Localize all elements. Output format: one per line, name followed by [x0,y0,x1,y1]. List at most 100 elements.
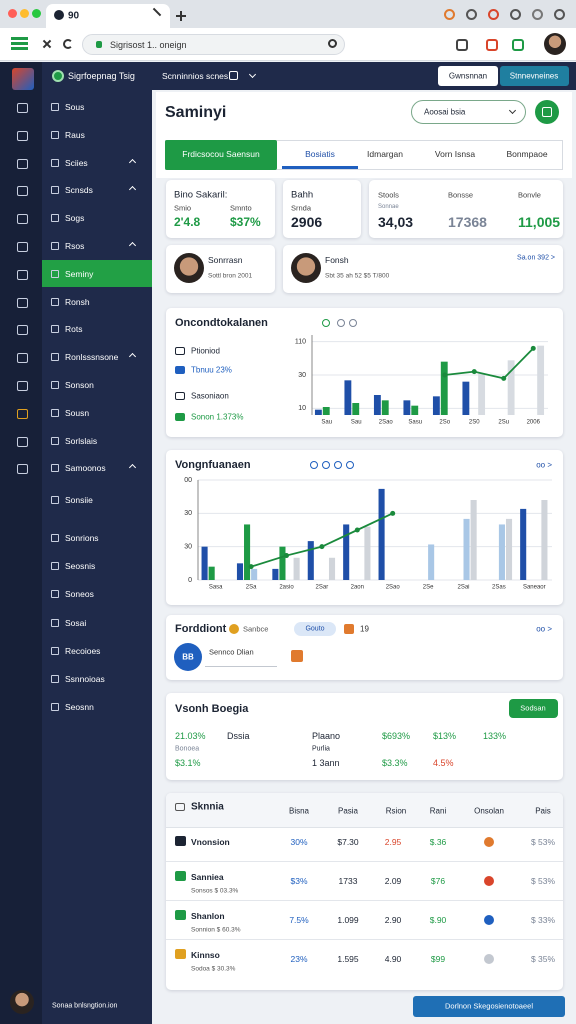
tab[interactable]: Bonmpaoe [506,149,548,159]
menu-item[interactable]: Seminy [65,268,94,279]
toolbar-icon[interactable] [456,39,468,51]
card-title: Forddiont [175,623,227,635]
chart-tool[interactable] [322,461,330,469]
rail-icon[interactable] [17,186,28,197]
rail-icon[interactable] [17,242,28,252]
footer-button-label[interactable]: Dorlnon Skegosienotoaeel [445,1001,533,1011]
toolbar-icon[interactable] [486,39,498,51]
legend-item: Sonon 1.373% [191,412,244,422]
toolbar-icon[interactable] [466,9,477,20]
menu-item[interactable]: Sorlslais [65,435,98,446]
rail-icon[interactable] [17,381,28,391]
select[interactable] [411,100,526,124]
menu-item[interactable]: Ronsh [65,296,90,307]
menu-item[interactable]: Sous [65,102,85,112]
secondary-button[interactable] [500,66,569,86]
table-cell: 1.595 [337,954,359,964]
profile-avatar[interactable] [544,33,566,55]
rail-icon[interactable] [17,269,28,280]
row-divider [166,861,563,862]
window-control[interactable] [8,9,17,18]
forecast-field[interactable] [205,645,277,667]
action-button[interactable] [535,100,559,124]
chart-link[interactable]: oo > [536,460,552,470]
rail-icon[interactable] [17,130,28,141]
menu-item[interactable]: Sousn [65,407,90,418]
chart-tool[interactable] [337,319,345,327]
menu-icon [51,618,59,627]
menu-item[interactable]: Raus [65,129,85,140]
toolbar-icon[interactable] [488,9,499,20]
menu-item[interactable]: Soneos [65,589,94,600]
status-dot [484,915,494,925]
badge[interactable]: Gouto [305,625,325,633]
menu-item[interactable]: Sosai [65,617,87,628]
menu-item[interactable]: Sogs [65,213,85,224]
toolbar-icon[interactable] [554,9,565,20]
toolbar-icon[interactable] [444,9,455,20]
chart-tool[interactable] [346,461,354,469]
chart-tool[interactable] [310,461,318,469]
menu-icon [51,103,59,111]
menu-item[interactable]: Samoonos [65,463,106,474]
toolbar-icon[interactable] [532,9,543,20]
menu-item[interactable]: Recoioes [65,645,101,656]
window-control[interactable] [20,9,29,18]
new-tab-v[interactable] [180,11,182,21]
card-link[interactable]: oo > [536,624,552,634]
select-value[interactable]: Aoosai bsia [424,107,466,117]
secondary-button-label[interactable]: Stnnevneines [509,71,559,81]
rail-icon[interactable] [17,408,28,419]
tab[interactable]: Idmargan [367,149,403,159]
user-avatar[interactable] [10,990,34,1014]
menu-icon [51,269,59,278]
primary-button-label[interactable]: Gwnsnnan [448,71,488,81]
chart-tool[interactable] [322,319,330,327]
menu-item[interactable]: Sciies [65,157,88,168]
toolbar-icon[interactable] [512,39,524,51]
rail-icon[interactable] [17,353,28,364]
url-box[interactable] [82,34,345,55]
tab[interactable]: Bosiatis [305,149,335,159]
summary-button-label[interactable]: Sodsan [520,703,546,713]
tab[interactable]: Vorn Isnsa [434,149,476,159]
window-control[interactable] [32,9,41,18]
stat-sub: Sonnae [378,204,399,210]
menu-item[interactable]: Sonrions [65,533,99,543]
menu-item[interactable]: Rots [65,324,83,335]
rail-icon[interactable] [17,464,28,475]
chart-tool[interactable] [334,461,342,469]
reload-icon[interactable] [63,39,73,49]
rail-icon[interactable] [17,103,28,113]
badge-pill[interactable] [294,622,336,636]
browser-tab[interactable] [46,4,170,28]
rail-icon[interactable] [17,436,28,447]
menu-item[interactable]: Ssnnoioas [65,674,105,684]
toolbar-icon[interactable] [510,9,521,20]
footer-button[interactable] [413,996,565,1017]
tab[interactable]: Frdicsocou Saensun [182,149,260,159]
rail-logo[interactable] [12,68,34,90]
rail-icon[interactable] [17,214,28,225]
rail-icon[interactable] [17,158,28,169]
menu-item[interactable]: Rsos [65,241,85,251]
stat-label: Smnto [230,203,252,213]
menu-item[interactable]: Seosnis [65,561,96,572]
menu-item[interactable]: Ronlsssnsone [65,352,119,363]
primary-button[interactable] [438,66,498,86]
menu-item[interactable]: Sonsiie [65,495,93,505]
search-icon[interactable] [328,39,337,48]
summary-cell: $3.1% [175,758,201,768]
chart-tool[interactable] [349,319,357,327]
table-cell: 2.95 [384,837,402,847]
rail-icon[interactable] [17,325,28,336]
summary-button[interactable] [509,699,558,718]
menu-icon [51,703,59,712]
menu-item[interactable]: Seosnn [65,702,94,713]
menu-item[interactable]: Sonson [65,380,94,390]
summary-cell: $693% [382,731,411,741]
person-extra[interactable]: Sa.on 392 > [517,254,555,262]
rail-icon[interactable] [17,297,28,308]
menu-item[interactable]: Scnsds [65,185,93,196]
